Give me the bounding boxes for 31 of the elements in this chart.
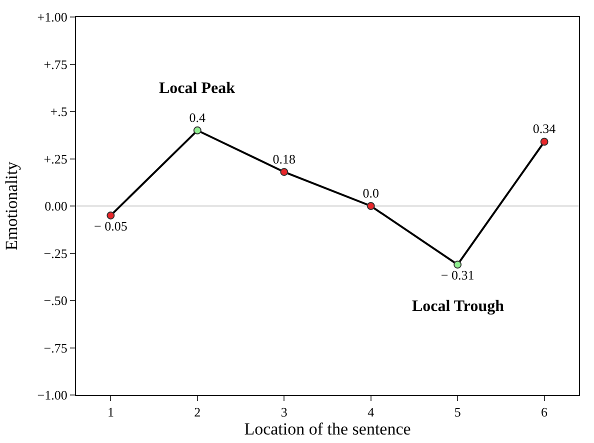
x-tick-label: 1	[107, 404, 114, 420]
y-tick-label: +.5	[50, 104, 68, 120]
data-label: − 0.31	[440, 268, 474, 283]
data-label: − 0.05	[94, 218, 128, 234]
annotation: Local Peak	[159, 80, 236, 97]
y-tick-label: +.75	[44, 56, 68, 72]
x-tick-label: 4	[368, 404, 375, 420]
point	[193, 126, 202, 134]
y-tick-label: 0.00	[44, 198, 68, 214]
point	[540, 138, 548, 146]
data-label: 0.18	[272, 151, 296, 166]
x-axis-title: Location of the sentence	[244, 420, 411, 439]
y-tick-label: +1.00	[37, 10, 68, 25]
point	[106, 211, 115, 220]
point	[280, 168, 288, 176]
y-tick-label: +.25	[44, 151, 68, 166]
point	[454, 260, 462, 269]
y-tick-label: −.50	[44, 293, 68, 308]
data-label: 0.4	[189, 110, 206, 125]
data-label: 0.34	[532, 121, 556, 136]
x-tick-label: 2	[194, 404, 201, 420]
y-axis-title: Emotionality	[2, 161, 21, 250]
y-tick-label: −.75	[44, 340, 68, 356]
x-tick-label: 5	[454, 404, 461, 420]
annotation: Local Trough	[412, 298, 504, 315]
x-tick-label: 6	[541, 404, 548, 420]
point	[366, 202, 375, 210]
x-tick-label: 3	[280, 404, 288, 420]
data-label: 0.0	[362, 185, 379, 200]
y-tick-label: −1.00	[37, 388, 68, 403]
y-tick-label: −.25	[44, 246, 68, 261]
